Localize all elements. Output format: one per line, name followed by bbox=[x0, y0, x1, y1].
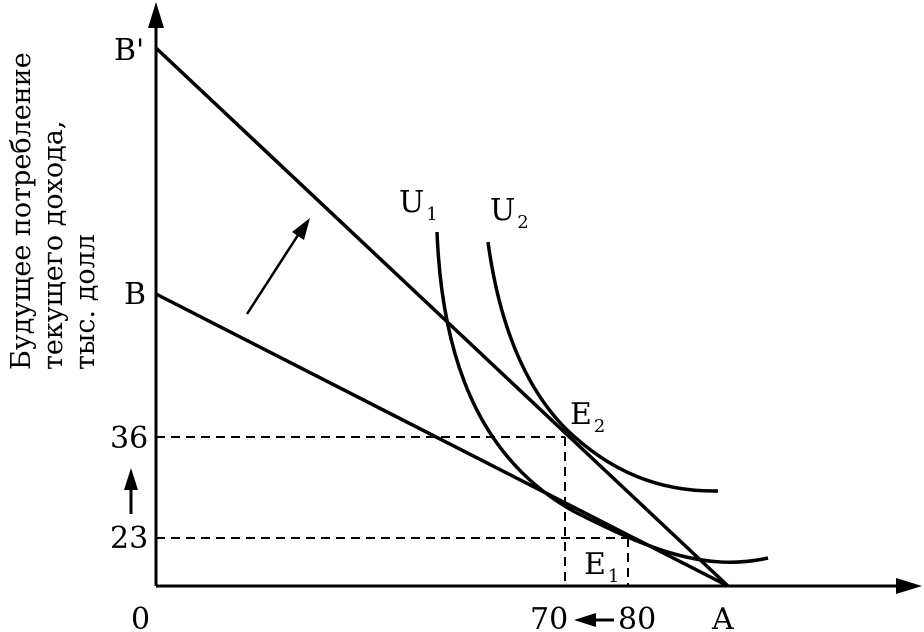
y-axis-arrowhead bbox=[148, 2, 164, 28]
left-arrow-head bbox=[574, 613, 596, 627]
y-tick-23: 23 bbox=[110, 521, 148, 556]
x-tick-80: 80 bbox=[618, 602, 656, 632]
y-axis-title-line3: тыс. долл bbox=[70, 234, 101, 370]
label-origin: 0 bbox=[131, 602, 150, 632]
shift-arrow-head bbox=[292, 218, 310, 240]
y-tick-36: 36 bbox=[110, 421, 148, 456]
axes bbox=[154, 18, 906, 588]
x-axis-arrowhead bbox=[896, 578, 922, 594]
y-axis-title-line2: текущего дохода, bbox=[38, 121, 69, 370]
label-a: A bbox=[711, 602, 734, 632]
x-tick-70: 70 bbox=[530, 602, 568, 632]
y-axis-title: Будущее потребление текущего дохода, тыс… bbox=[6, 52, 101, 370]
shift-arrow-shaft bbox=[245, 231, 302, 315]
label-b: B bbox=[124, 277, 146, 312]
label-b-prime: B' bbox=[114, 33, 144, 68]
guide-lines bbox=[156, 436, 629, 586]
up-arrow-head bbox=[124, 468, 138, 490]
indifference-curve-u2 bbox=[486, 241, 719, 493]
indifference-curve-u1 bbox=[435, 231, 769, 564]
y-axis-title-line1: Будущее потребление bbox=[6, 52, 37, 370]
budget-line-b-prime-a bbox=[154, 46, 730, 588]
